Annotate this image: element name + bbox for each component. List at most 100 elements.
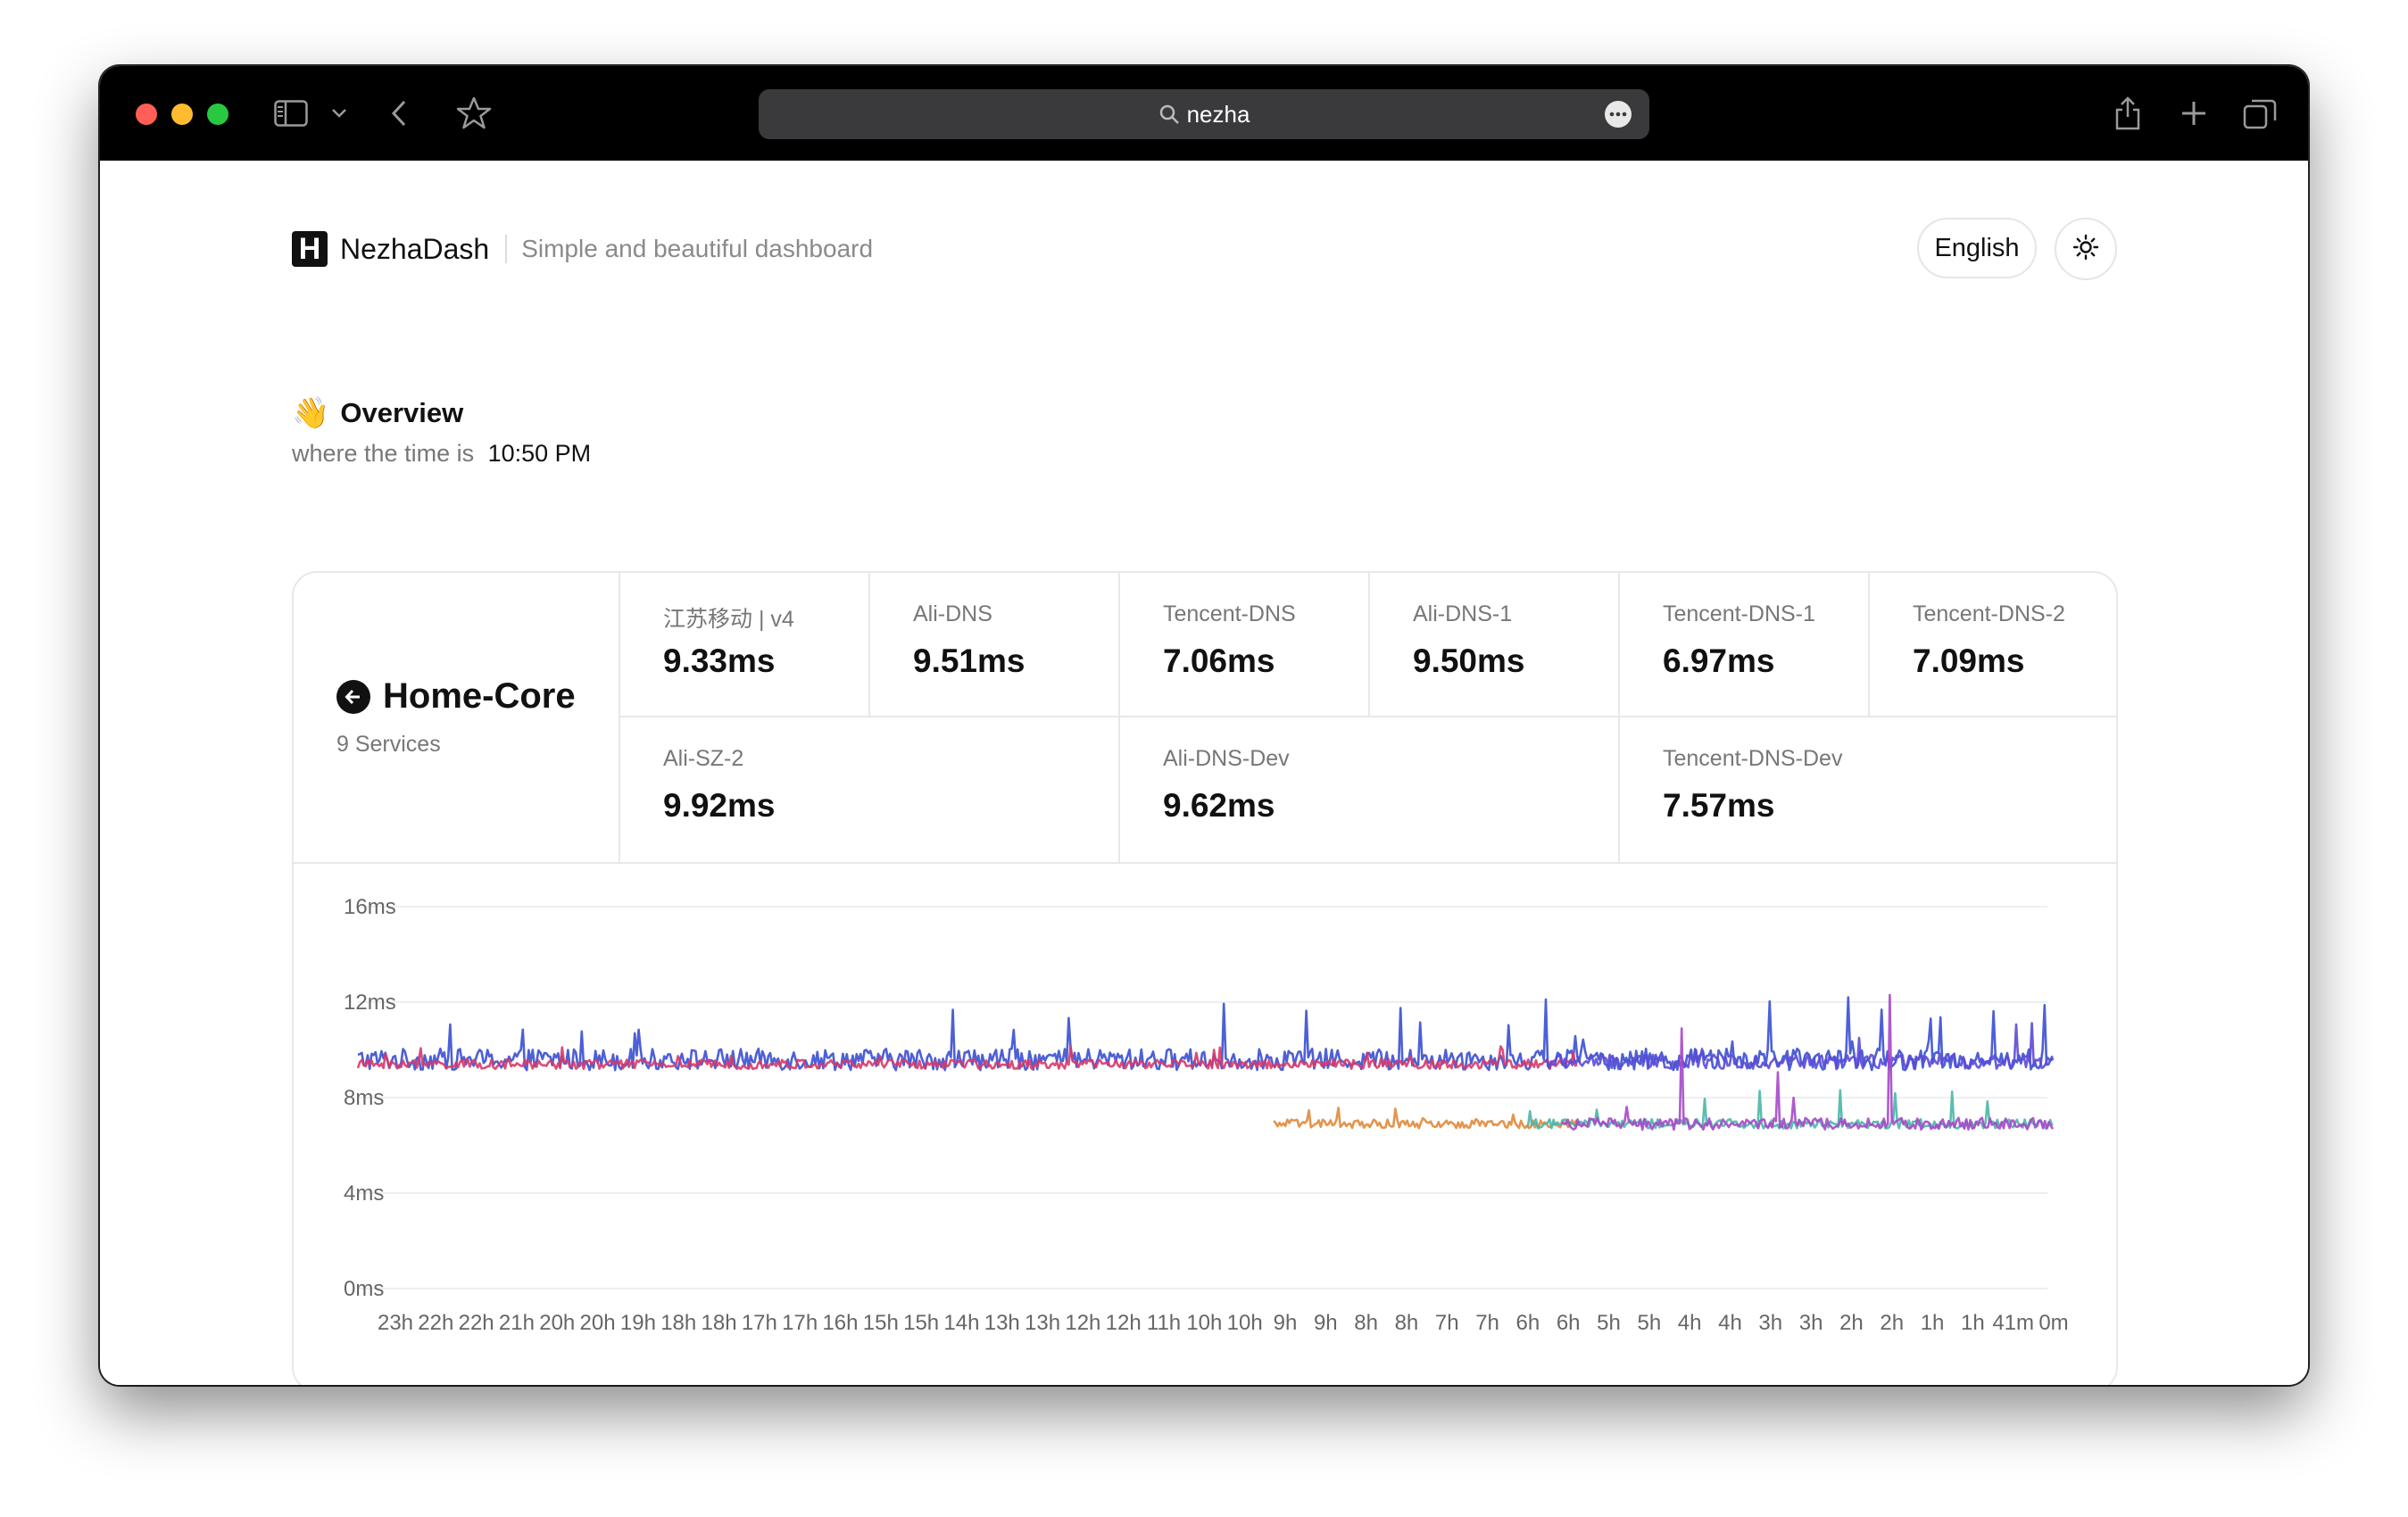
x-tick-label: 16h [822,1311,858,1335]
x-tick-label: 18h [702,1311,737,1335]
service-name: Tencent-DNS [1163,601,1296,626]
x-tick-label: 15h [903,1311,939,1335]
brand-tagline: Simple and beautiful dashboard [521,235,874,262]
more-icon[interactable] [1605,101,1632,128]
logo-icon: H [292,231,328,267]
series-line-1 [356,1045,1578,1071]
service-latency: 9.51ms [913,642,1025,679]
service-name: 江苏移动 | v4 [663,607,794,632]
service-cell[interactable]: Tencent-DNS-1 6.97ms [1620,573,1870,717]
back-icon[interactable] [387,91,411,136]
service-cell[interactable]: Ali-DNS-1 9.50ms [1370,573,1620,717]
service-cell[interactable]: Tencent-DNS-Dev 7.57ms [1620,717,2116,862]
x-tick-label: 8h [1354,1311,1378,1335]
series-line-0 [357,996,2054,1072]
x-tick-label: 0m [2038,1311,2068,1335]
service-name: Ali-SZ-2 [663,746,744,771]
x-tick-label: 5h [1637,1311,1661,1335]
service-latency: 7.09ms [1913,642,2025,679]
browser-window: nezha H NezhaDash Simple and beautiful d… [100,66,2308,1385]
close-window-button[interactable] [136,104,157,125]
new-tab-icon[interactable] [2178,91,2210,136]
share-icon[interactable] [2112,91,2144,136]
x-tick-label: 14h [943,1311,979,1335]
series-line-2 [1543,1022,2055,1071]
y-tick-label: 8ms [344,1086,384,1110]
service-name: Tencent-DNS-1 [1663,601,1815,626]
chevron-down-icon[interactable] [328,91,350,136]
service-latency: 6.97ms [1663,642,1775,679]
y-tick-label: 16ms [344,895,396,919]
service-cell[interactable]: Ali-DNS 9.51ms [870,573,1120,717]
x-tick-label: 13h [984,1311,1020,1335]
star-icon[interactable] [455,91,493,136]
overview-subtitle: where the time is 10:50 PM [292,440,591,468]
server-title[interactable]: Home-Core [336,676,576,717]
x-tick-label: 41m [1992,1311,2034,1335]
x-tick-label: 23h [378,1311,413,1335]
service-cell[interactable]: Tencent-DNS 7.06ms [1120,573,1370,717]
server-card: Home-Core 9 Services 江苏移动 | v4 9.33ms Al… [292,571,2118,1385]
arrow-left-circle-icon[interactable] [336,679,370,714]
service-latency: 9.62ms [1163,787,1275,824]
sun-icon [2072,234,2099,265]
x-tick-label: 5h [1597,1311,1621,1335]
x-tick-label: 4h [1718,1311,1742,1335]
x-tick-label: 19h [620,1311,656,1335]
x-tick-label: 3h [1758,1311,1782,1335]
service-name: Ali-DNS-1 [1413,601,1513,626]
x-tick-label: 1h [1921,1311,1945,1335]
x-tick-label: 15h [863,1311,899,1335]
browser-toolbar: nezha [100,66,2308,161]
service-latency: 7.57ms [1663,787,1775,824]
server-summary: Home-Core 9 Services [294,573,620,862]
overview-heading: Overview [340,397,464,428]
server-name: Home-Core [383,676,576,716]
service-cell[interactable]: Ali-DNS-Dev 9.62ms [1120,717,1620,862]
x-tick-label: 17h [782,1311,818,1335]
x-tick-label: 2h [1880,1311,1904,1335]
x-tick-label: 20h [580,1311,616,1335]
y-tick-label: 12ms [344,991,396,1015]
y-tick-label: 0ms [344,1277,384,1301]
service-name: Tencent-DNS-2 [1913,601,2065,626]
service-cell[interactable]: Tencent-DNS-2 7.09ms [1870,573,2116,717]
service-name: Tencent-DNS-Dev [1663,746,1843,771]
service-latency: 9.50ms [1413,642,1525,679]
current-time: 10:50 PM [487,440,592,467]
url-text: nezha [1186,100,1250,128]
language-button[interactable]: English [1917,218,2037,278]
x-tick-label: 9h [1314,1311,1338,1335]
address-bar[interactable]: nezha [759,89,1649,139]
zoom-window-button[interactable] [207,104,228,125]
series-line-5 [1561,993,2055,1132]
x-tick-label: 20h [539,1311,575,1335]
service-cell[interactable]: 江苏移动 | v4 9.33ms [620,573,870,717]
x-tick-label: 4h [1678,1311,1702,1335]
x-tick-label: 12h [1106,1311,1142,1335]
x-tick-label: 17h [742,1311,777,1335]
x-tick-label: 13h [1025,1311,1060,1335]
x-tick-label: 6h [1557,1311,1581,1335]
theme-toggle-button[interactable] [2055,218,2117,280]
waving-hand-icon: 👋 [292,396,330,430]
x-tick-label: 10h [1227,1311,1263,1335]
x-tick-label: 6h [1516,1311,1540,1335]
service-latency: 9.92ms [663,787,776,824]
tabs-icon[interactable] [2242,91,2278,136]
x-tick-label: 11h [1147,1311,1181,1335]
service-latency: 7.06ms [1163,642,1275,679]
x-tick-label: 8h [1395,1311,1419,1335]
sidebar-icon[interactable] [271,91,311,136]
x-tick-label: 22h [418,1311,453,1335]
latency-chart[interactable]: 16ms 12ms 8ms 4ms 0ms 23h 22h 22h 21h 20h 20h 19h 18… [294,862,2118,1385]
brand[interactable]: H NezhaDash Simple and beautiful dashboa… [292,231,873,267]
x-tick-label: 10h [1186,1311,1222,1335]
minimize-window-button[interactable] [171,104,193,125]
x-tick-label: 9h [1274,1311,1298,1335]
service-cell[interactable]: Ali-SZ-2 9.92ms [620,717,1120,862]
x-tick-label: 2h [1839,1311,1864,1335]
y-tick-label: 4ms [344,1181,384,1206]
x-tick-label: 12h [1065,1311,1100,1335]
